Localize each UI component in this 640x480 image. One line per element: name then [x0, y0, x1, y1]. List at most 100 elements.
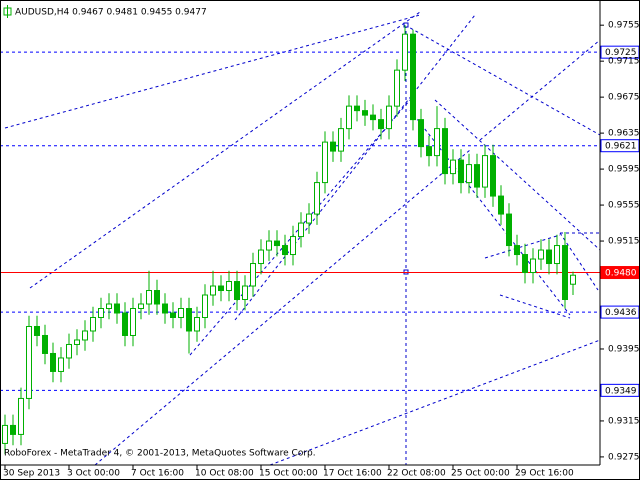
candle-body: [58, 357, 64, 372]
y-tick-label: 0.9715: [608, 57, 640, 67]
candle-body: [442, 128, 448, 175]
x-tick-label: 10 Oct 08:00: [195, 469, 254, 479]
y-tick-label: 0.9755: [608, 21, 640, 31]
candle-body: [482, 155, 488, 188]
candle-body: [570, 274, 576, 285]
candle-body: [506, 213, 512, 247]
x-tick-label: 7 Oct 16:00: [131, 469, 184, 479]
candle-body: [18, 397, 24, 435]
candle-body: [394, 69, 400, 107]
candle-body: [322, 141, 328, 184]
candle-body: [290, 236, 296, 256]
candle-body: [10, 424, 16, 435]
candle-body: [554, 245, 560, 265]
candle-body: [418, 119, 424, 148]
x-tick-label: 30 Sep 2013: [3, 469, 60, 479]
candle-body: [242, 285, 248, 301]
candle-body: [130, 308, 136, 336]
candle-body: [538, 249, 544, 260]
candle-body: [410, 33, 416, 121]
candle-body: [362, 110, 368, 116]
candle-body: [266, 240, 272, 251]
candle-body: [346, 105, 352, 130]
candle-body: [2, 424, 8, 444]
x-tick-label: 22 Oct 08:00: [387, 469, 446, 479]
candle-body: [42, 334, 48, 354]
x-tick-label: 3 Oct 00:00: [67, 469, 120, 479]
candle-body: [450, 159, 456, 175]
y-tick-label: 0.9555: [608, 201, 640, 211]
level-label: 0.9725: [605, 48, 637, 58]
candle-body: [378, 119, 384, 130]
candle-body: [146, 290, 152, 305]
y-tick-label: 0.9675: [608, 93, 640, 103]
levels: 0.9725 0.9621 0.9480 0.9436 0.9349: [0, 45, 640, 397]
candle-body: [178, 308, 184, 318]
candle-body: [122, 312, 128, 336]
chart-title: AUDUSD,H4 0.9467 0.9481 0.9455 0.9477: [15, 8, 207, 18]
candle-body: [90, 316, 96, 332]
y-tick-label: 0.9275: [608, 452, 640, 462]
candle-body: [234, 281, 240, 301]
candle-body: [314, 182, 320, 215]
candle-body: [306, 213, 312, 224]
candle-body: [258, 249, 264, 265]
candle-body: [74, 339, 80, 345]
x-tick-label: 29 Oct 16:00: [515, 469, 574, 479]
candle-body: [154, 290, 160, 305]
candle-body: [66, 343, 72, 359]
y-tick-label: 0.9395: [608, 344, 640, 354]
y-tick-label: 0.9515: [608, 237, 640, 247]
candle-body: [298, 222, 304, 238]
candle-body: [562, 245, 568, 301]
candle-body: [114, 303, 120, 314]
candle-body: [458, 159, 464, 184]
candle-body: [370, 114, 376, 121]
candle-body: [498, 195, 504, 215]
candle-body: [426, 146, 432, 157]
candle-body: [530, 258, 536, 274]
candle-body: [514, 245, 520, 256]
y-tick-label: 0.9635: [608, 129, 640, 139]
candle-body: [490, 155, 496, 197]
level-label: 0.9436: [605, 308, 637, 318]
y-tick-label: 0.9315: [608, 416, 640, 426]
candle-body: [338, 128, 344, 152]
candle-body: [402, 33, 408, 71]
candle-body: [170, 312, 176, 318]
candle-body: [250, 263, 256, 287]
candle-body: [226, 281, 232, 292]
candle-body: [210, 285, 216, 296]
x-tick-label: 15 Oct 00:00: [259, 469, 318, 479]
footer: RoboForex - MetaTrader 4, © 2001-2013, M…: [4, 449, 316, 459]
candle-body: [26, 325, 32, 399]
x-tick-label: 17 Oct 16:00: [323, 469, 382, 479]
candle-body: [282, 245, 288, 256]
candle-body: [162, 303, 168, 314]
y-tick-label: 0.9595: [608, 165, 640, 175]
candle-body: [354, 105, 360, 112]
candle-body: [466, 164, 472, 184]
candle-body: [546, 249, 552, 265]
candle-body: [386, 105, 392, 130]
candle-body: [34, 325, 40, 336]
candle-body: [218, 285, 224, 292]
candle-body: [202, 294, 208, 318]
level-label: 0.9480: [605, 269, 637, 279]
candle-body: [106, 303, 112, 310]
level-label: 0.9621: [605, 142, 637, 152]
candle-body: [434, 128, 440, 157]
candle-body: [194, 316, 200, 332]
candle-body: [138, 303, 144, 310]
level-label: 0.9349: [605, 386, 637, 396]
candle-body: [274, 240, 280, 247]
candle-body: [82, 330, 88, 341]
candle-body: [330, 141, 336, 152]
candle-body: [98, 308, 104, 318]
candle-body: [522, 254, 528, 274]
candle-body: [474, 164, 480, 188]
x-tick-label: 25 Oct 00:00: [451, 469, 510, 479]
candles: [2, 25, 576, 455]
